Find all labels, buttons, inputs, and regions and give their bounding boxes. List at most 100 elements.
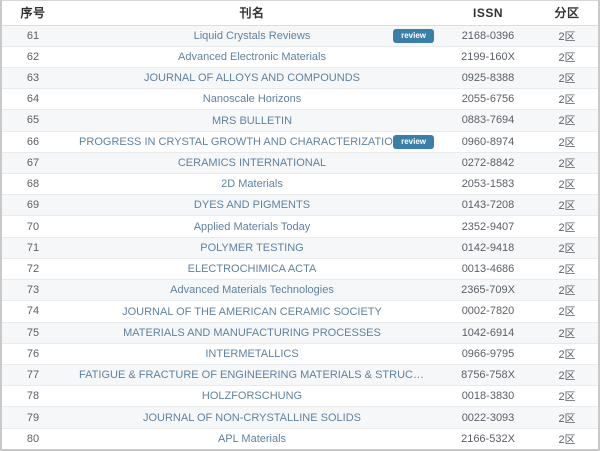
journal-name-cell: 2D Materials xyxy=(64,173,440,195)
table-row: 73 Advanced Materials Technologies 2365-… xyxy=(2,279,598,301)
zone-value: 2区 xyxy=(536,45,598,68)
row-index: 68 xyxy=(2,173,64,195)
issn-value: 2053-1583 xyxy=(440,173,536,195)
journal-name-link[interactable]: MRS BULLETIN xyxy=(211,114,293,127)
journal-name-link[interactable]: DYES AND PIGMENTS xyxy=(193,199,311,212)
issn-value: 2365-709X xyxy=(440,279,536,301)
journal-name-cell: JOURNAL OF ALLOYS AND COMPOUNDS xyxy=(64,66,440,89)
journal-name-cell: CERAMICS INTERNATIONAL xyxy=(64,151,440,174)
journal-name-link[interactable]: ELECTROCHIMICA ACTA xyxy=(187,263,317,276)
table-row: 70 Applied Materials Today 2352-9407 2区 xyxy=(2,215,598,238)
journal-name-link[interactable]: JOURNAL OF ALLOYS AND COMPOUNDS xyxy=(144,72,360,85)
zone-value: 2区 xyxy=(536,25,598,47)
row-index: 61 xyxy=(2,25,64,47)
table-row: 76 INTERMETALLICS 0966-9795 2区 xyxy=(2,342,598,365)
journal-name-link[interactable]: Advanced Materials Technologies xyxy=(170,284,334,297)
row-index: 67 xyxy=(2,151,64,174)
zone-value: 2区 xyxy=(536,257,598,280)
table-row: 72 ELECTROCHIMICA ACTA 0013-4686 2区 xyxy=(2,257,598,280)
journal-name-link[interactable]: JOURNAL OF NON-CRYSTALLINE SOLIDS xyxy=(142,411,361,424)
issn-value: 0925-8388 xyxy=(440,66,536,89)
table-body: 61 Liquid Crystals Reviews review 2168-0… xyxy=(2,25,598,449)
table-row: 62 Advanced Electronic Materials 2199-16… xyxy=(2,45,598,68)
journal-name-cell: Advanced Materials Technologies xyxy=(64,279,440,301)
issn-value: 0883-7694 xyxy=(440,109,536,132)
journal-name-link[interactable]: FATIGUE & FRACTURE OF ENGINEERING MATERI… xyxy=(79,369,425,382)
issn-value: 0018-3830 xyxy=(440,385,536,407)
row-index: 77 xyxy=(2,363,64,386)
journal-name-cell: JOURNAL OF THE AMERICAN CERAMIC SOCIETY xyxy=(64,300,440,323)
table-row: 61 Liquid Crystals Reviews review 2168-0… xyxy=(2,25,598,47)
issn-value: 0022-3093 xyxy=(440,406,536,429)
journal-name-cell: MATERIALS AND MANUFACTURING PROCESSES xyxy=(64,321,440,344)
table-row: 77 FATIGUE & FRACTURE OF ENGINEERING MAT… xyxy=(2,363,598,386)
zone-value: 2区 xyxy=(536,88,598,110)
journal-name-link[interactable]: CERAMICS INTERNATIONAL xyxy=(177,156,327,169)
table-header-row: 序号 刊名 ISSN 分区 xyxy=(2,1,598,26)
table-row: 79 JOURNAL OF NON-CRYSTALLINE SOLIDS 002… xyxy=(2,406,598,429)
row-index: 63 xyxy=(2,66,64,89)
journal-name-cell: HOLZFORSCHUNG xyxy=(64,385,440,407)
issn-value: 0272-8842 xyxy=(440,151,536,174)
journal-name-cell: INTERMETALLICS xyxy=(64,342,440,365)
issn-value: 1042-6914 xyxy=(440,321,536,344)
issn-value: 0002-7820 xyxy=(440,300,536,323)
table-row: 66 PROGRESS IN CRYSTAL GROWTH AND CHARAC… xyxy=(2,130,598,153)
row-index: 72 xyxy=(2,257,64,280)
zone-value: 2区 xyxy=(536,300,598,323)
table-row: 65 MRS BULLETIN 0883-7694 2区 xyxy=(2,109,598,132)
table-row: 78 HOLZFORSCHUNG 0018-3830 2区 xyxy=(2,385,598,407)
journal-name-cell: Nanoscale Horizons xyxy=(64,88,440,110)
journal-name-link[interactable]: Liquid Crystals Reviews xyxy=(193,29,311,42)
journal-name-cell: Advanced Electronic Materials xyxy=(64,45,440,68)
journal-name-link[interactable]: INTERMETALLICS xyxy=(205,347,299,360)
journal-name-link[interactable]: POLYMER TESTING xyxy=(200,241,304,254)
issn-value: 8756-758X xyxy=(440,363,536,386)
zone-value: 2区 xyxy=(536,363,598,386)
zone-value: 2区 xyxy=(536,342,598,365)
issn-value: 0966-9795 xyxy=(440,342,536,365)
journal-name-cell: POLYMER TESTING xyxy=(64,236,440,259)
journal-name-cell: MRS BULLETIN xyxy=(64,109,440,132)
journal-name-link[interactable]: Applied Materials Today xyxy=(193,220,311,233)
issn-value: 2352-9407 xyxy=(440,215,536,238)
journal-name-link[interactable]: APL Materials xyxy=(217,432,287,445)
table-row: 71 POLYMER TESTING 0142-9418 2区 xyxy=(2,236,598,259)
zone-value: 2区 xyxy=(536,109,598,132)
zone-value: 2区 xyxy=(536,385,598,407)
zone-value: 2区 xyxy=(536,279,598,301)
journal-name-link[interactable]: Nanoscale Horizons xyxy=(202,93,302,106)
journal-name-link[interactable]: Advanced Electronic Materials xyxy=(178,50,326,63)
journal-name-link[interactable]: 2D Materials xyxy=(221,178,283,191)
zone-value: 2区 xyxy=(536,427,598,449)
table-row: 63 JOURNAL OF ALLOYS AND COMPOUNDS 0925-… xyxy=(2,66,598,89)
issn-value: 2168-0396 xyxy=(440,25,536,47)
table-row: 64 Nanoscale Horizons 2055-6756 2区 xyxy=(2,88,598,110)
journal-name-cell: PROGRESS IN CRYSTAL GROWTH AND CHARACTER… xyxy=(64,130,440,153)
row-index: 71 xyxy=(2,236,64,259)
review-badge[interactable]: review xyxy=(393,28,434,43)
journal-name-cell: Liquid Crystals Reviews review xyxy=(64,25,440,47)
row-index: 73 xyxy=(2,279,64,301)
journal-name-link[interactable]: MATERIALS AND MANUFACTURING PROCESSES xyxy=(123,326,381,339)
row-index: 66 xyxy=(2,130,64,153)
row-index: 79 xyxy=(2,406,64,429)
review-badge[interactable]: review xyxy=(393,134,434,149)
journal-name-link[interactable]: HOLZFORSCHUNG xyxy=(201,390,303,403)
header-journal-name: 刊名 xyxy=(64,1,440,26)
issn-value: 2055-6756 xyxy=(440,88,536,110)
issn-value: 0960-8974 xyxy=(440,130,536,153)
journal-name-cell: APL Materials xyxy=(64,427,440,449)
zone-value: 2区 xyxy=(536,236,598,259)
row-index: 76 xyxy=(2,342,64,365)
row-index: 62 xyxy=(2,45,64,68)
journal-name-link[interactable]: PROGRESS IN CRYSTAL GROWTH AND CHARACTER… xyxy=(79,135,425,148)
journal-name-cell: JOURNAL OF NON-CRYSTALLINE SOLIDS xyxy=(64,406,440,429)
table-row: 80 APL Materials 2166-532X 2区 xyxy=(2,427,598,449)
header-zone: 分区 xyxy=(536,1,598,26)
journal-name-cell: Applied Materials Today xyxy=(64,215,440,238)
journal-name-cell: FATIGUE & FRACTURE OF ENGINEERING MATERI… xyxy=(64,363,440,386)
journal-name-link[interactable]: JOURNAL OF THE AMERICAN CERAMIC SOCIETY xyxy=(122,305,382,318)
